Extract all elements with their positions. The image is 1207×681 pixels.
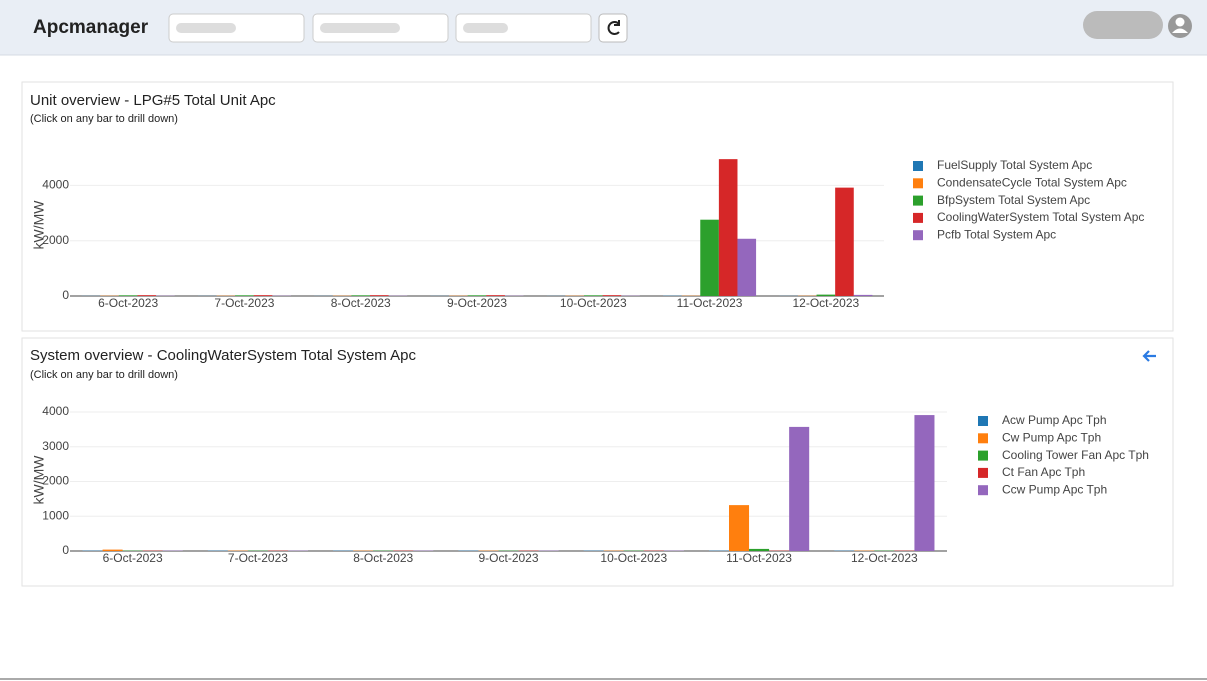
bar[interactable]: [853, 294, 873, 296]
y-tick-label: 3000: [42, 439, 69, 453]
legend-label: Pcfb Total System Apc: [937, 227, 1056, 241]
blurred-text: [463, 23, 508, 33]
legend-label: Ct Fan Apc Tph: [1002, 465, 1085, 479]
x-tick-label: 6-Oct-2023: [103, 551, 163, 565]
bar[interactable]: [118, 295, 138, 296]
legend-label: CoolingWaterSystem Total System Apc: [937, 210, 1144, 224]
legend-label: FuelSupply Total System Apc: [937, 158, 1092, 172]
legend-swatch: [913, 230, 923, 241]
legend-label: BfpSystem Total System Apc: [937, 193, 1090, 207]
bar[interactable]: [718, 159, 738, 296]
bar[interactable]: [370, 295, 389, 296]
chart-title: Unit overview - LPG#5 Total Unit Apc: [30, 92, 276, 109]
legend-label: Ccw Pump Apc Tph: [1002, 482, 1107, 496]
x-tick-label: 7-Oct-2023: [214, 296, 274, 310]
x-tick-label: 11-Oct-2023: [677, 296, 743, 310]
legend-swatch: [978, 485, 988, 496]
app-title: Apcmanager: [33, 17, 149, 38]
x-tick-label: 10-Oct-2023: [560, 296, 627, 310]
legend-label: Acw Pump Apc Tph: [1002, 413, 1107, 427]
panel: [21, 81, 1174, 332]
y-tick-label: 4000: [42, 404, 69, 418]
x-tick-label: 9-Oct-2023: [447, 296, 507, 310]
legend-label: Cooling Tower Fan Apc Tph: [1002, 448, 1149, 462]
blurred-text: [320, 23, 400, 33]
legend-swatch: [913, 212, 923, 223]
y-axis-label: kW/MW: [31, 455, 47, 505]
bar[interactable]: [729, 505, 750, 551]
dropdown[interactable]: [455, 13, 592, 43]
avatar-head: [1175, 17, 1185, 27]
bar[interactable]: [789, 426, 810, 551]
bar[interactable]: [235, 295, 254, 296]
bar[interactable]: [351, 295, 371, 296]
x-tick-label: 12-Oct-2023: [793, 296, 860, 310]
x-tick-label: 8-Oct-2023: [353, 551, 413, 565]
legend-swatch: [978, 450, 988, 461]
y-tick-label: 1000: [42, 508, 69, 522]
y-tick-label: 2000: [42, 474, 69, 488]
x-tick-label: 9-Oct-2023: [478, 551, 538, 565]
x-tick-label: 12-Oct-2023: [851, 551, 918, 565]
bar[interactable]: [253, 295, 273, 296]
refresh-icon: [607, 20, 620, 35]
panel: [21, 337, 1174, 587]
bar[interactable]: [102, 549, 123, 551]
chart-title: System overview - CoolingWaterSystem Tot…: [30, 347, 416, 364]
chart-subtitle: (Click on any bar to drill down): [30, 113, 178, 125]
dropdown[interactable]: [168, 13, 305, 43]
legend-swatch: [978, 467, 988, 478]
bar[interactable]: [137, 295, 157, 296]
bar[interactable]: [602, 295, 622, 296]
legend-label: Cw Pump Apc Tph: [1002, 430, 1101, 444]
blurred-text: [176, 23, 236, 33]
blurred-user: [1083, 11, 1163, 39]
bar[interactable]: [816, 294, 836, 296]
bar[interactable]: [467, 295, 487, 296]
x-tick-label: 10-Oct-2023: [600, 551, 667, 565]
bar[interactable]: [583, 295, 603, 296]
back-arrow[interactable]: [1142, 350, 1156, 362]
bar[interactable]: [914, 415, 935, 551]
legend-label: CondensateCycle Total System Apc: [937, 175, 1127, 189]
y-tick-label: 0: [62, 288, 69, 302]
x-tick-label: 7-Oct-2023: [228, 551, 288, 565]
x-tick-label: 11-Oct-2023: [726, 551, 792, 565]
x-tick-label: 8-Oct-2023: [331, 296, 391, 310]
x-tick-label: 6-Oct-2023: [98, 296, 158, 310]
bar[interactable]: [700, 219, 719, 296]
bar[interactable]: [737, 238, 757, 296]
legend-swatch: [913, 178, 923, 189]
y-tick-label: 4000: [42, 178, 69, 192]
bar[interactable]: [749, 548, 770, 551]
legend-swatch: [913, 195, 923, 206]
legend-swatch: [913, 161, 923, 171]
y-tick-label: 2000: [42, 233, 69, 247]
legend-swatch: [978, 433, 988, 444]
bar[interactable]: [835, 187, 854, 296]
bar[interactable]: [486, 295, 505, 296]
legend-swatch: [978, 416, 988, 426]
avatar-body: [1172, 28, 1188, 33]
chart-subtitle: (Click on any bar to drill down): [30, 369, 178, 381]
y-tick-label: 0: [62, 543, 69, 557]
y-axis-label: kW/MW: [31, 200, 47, 250]
refresh-button[interactable]: [598, 13, 628, 43]
